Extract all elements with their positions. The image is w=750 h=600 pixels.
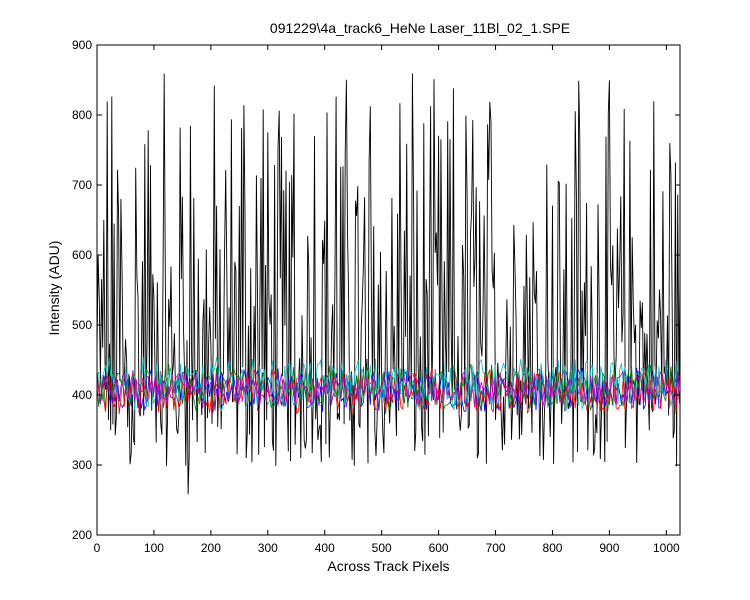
x-tick-label: 600 xyxy=(429,541,449,555)
y-tick-label: 500 xyxy=(72,318,92,332)
x-tick-label: 1000 xyxy=(653,541,680,555)
x-tick-label: 500 xyxy=(372,541,392,555)
x-tick-label: 900 xyxy=(599,541,619,555)
y-tick-label: 600 xyxy=(72,248,92,262)
x-tick-label: 800 xyxy=(542,541,562,555)
x-tick-label: 100 xyxy=(144,541,164,555)
x-tick-label: 700 xyxy=(486,541,506,555)
x-tick-label: 400 xyxy=(315,541,335,555)
axes-box xyxy=(96,44,681,536)
series-group xyxy=(97,73,680,495)
y-tick-label: 900 xyxy=(72,38,92,52)
plot-background xyxy=(97,45,680,535)
y-tick-label: 300 xyxy=(72,458,92,472)
x-tick-label: 0 xyxy=(94,541,101,555)
y-tick-label: 800 xyxy=(72,108,92,122)
series-line-5 xyxy=(97,370,680,409)
x-axis-label: Across Track Pixels xyxy=(327,558,450,574)
y-tick-label: 400 xyxy=(72,388,92,402)
y-tick-label: 700 xyxy=(72,178,92,192)
y-tick-label: 200 xyxy=(72,528,92,542)
chart-title: 091229\4a_track6_HeNe Laser_11Bl_02_1.SP… xyxy=(269,20,571,36)
x-tick-label: 300 xyxy=(258,541,278,555)
x-tick-label: 200 xyxy=(201,541,221,555)
